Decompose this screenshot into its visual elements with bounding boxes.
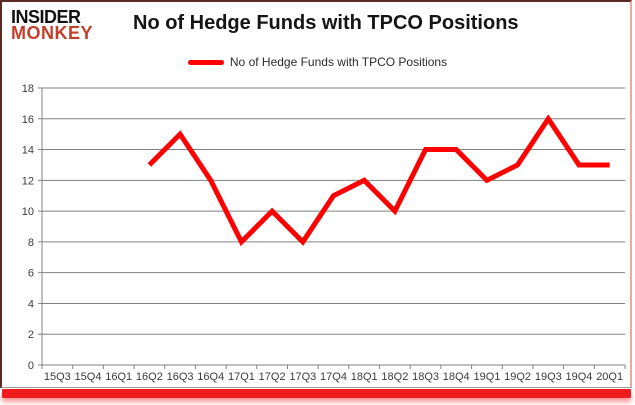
- y-tick-label: 18: [22, 83, 34, 95]
- y-tick-label: 4: [28, 298, 34, 310]
- x-tick-label: 16Q1: [105, 371, 132, 383]
- x-tick-label: 19Q1: [473, 371, 500, 383]
- x-tick-label: 15Q3: [44, 371, 71, 383]
- y-tick-label: 14: [22, 145, 34, 157]
- x-tick-label: 20Q1: [596, 371, 623, 383]
- y-tick-label: 8: [28, 237, 34, 249]
- x-tick-label: 16Q2: [136, 371, 163, 383]
- x-tick-label: 17Q2: [259, 371, 286, 383]
- x-tick-label: 18Q4: [443, 371, 470, 383]
- bottom-red-accent-bar: [2, 389, 631, 398]
- x-tick-label: 17Q4: [320, 371, 347, 383]
- x-tick-label: 16Q4: [197, 371, 224, 383]
- x-tick-label: 15Q4: [75, 371, 102, 383]
- y-tick-label: 0: [28, 360, 34, 372]
- y-tick-label: 12: [22, 175, 34, 187]
- hedge-fund-count-line: [147, 114, 610, 247]
- chart-title: No of Hedge Funds with TPCO Positions: [133, 12, 519, 34]
- x-tick-label: 19Q4: [566, 371, 593, 383]
- x-tick-label: 19Q2: [504, 371, 531, 383]
- y-tick-label: 10: [22, 206, 34, 218]
- x-tick-label: 16Q3: [167, 371, 194, 383]
- logo-word-monkey: MONKEY: [11, 23, 94, 43]
- x-tick-label: 17Q1: [228, 371, 255, 383]
- x-tick-label: 18Q3: [412, 371, 439, 383]
- y-tick-label: 16: [22, 114, 34, 126]
- x-tick-label: 18Q2: [381, 371, 408, 383]
- y-tick-label: 6: [28, 268, 34, 280]
- logo-word-insider: INSIDER: [11, 7, 81, 27]
- x-tick-label: 19Q3: [535, 371, 562, 383]
- legend-line-swatch-icon: [187, 59, 224, 65]
- chart-legend: No of Hedge Funds with TPCO Positions: [0, 55, 635, 69]
- x-tick-label: 18Q1: [351, 371, 378, 383]
- chart-card-border: [0, 0, 632, 388]
- insider-monkey-logo: INSIDER MONKEY: [11, 7, 94, 43]
- y-tick-label: 2: [28, 329, 34, 341]
- x-tick-label: 17Q3: [289, 371, 316, 383]
- legend-label: No of Hedge Funds with TPCO Positions: [229, 55, 448, 69]
